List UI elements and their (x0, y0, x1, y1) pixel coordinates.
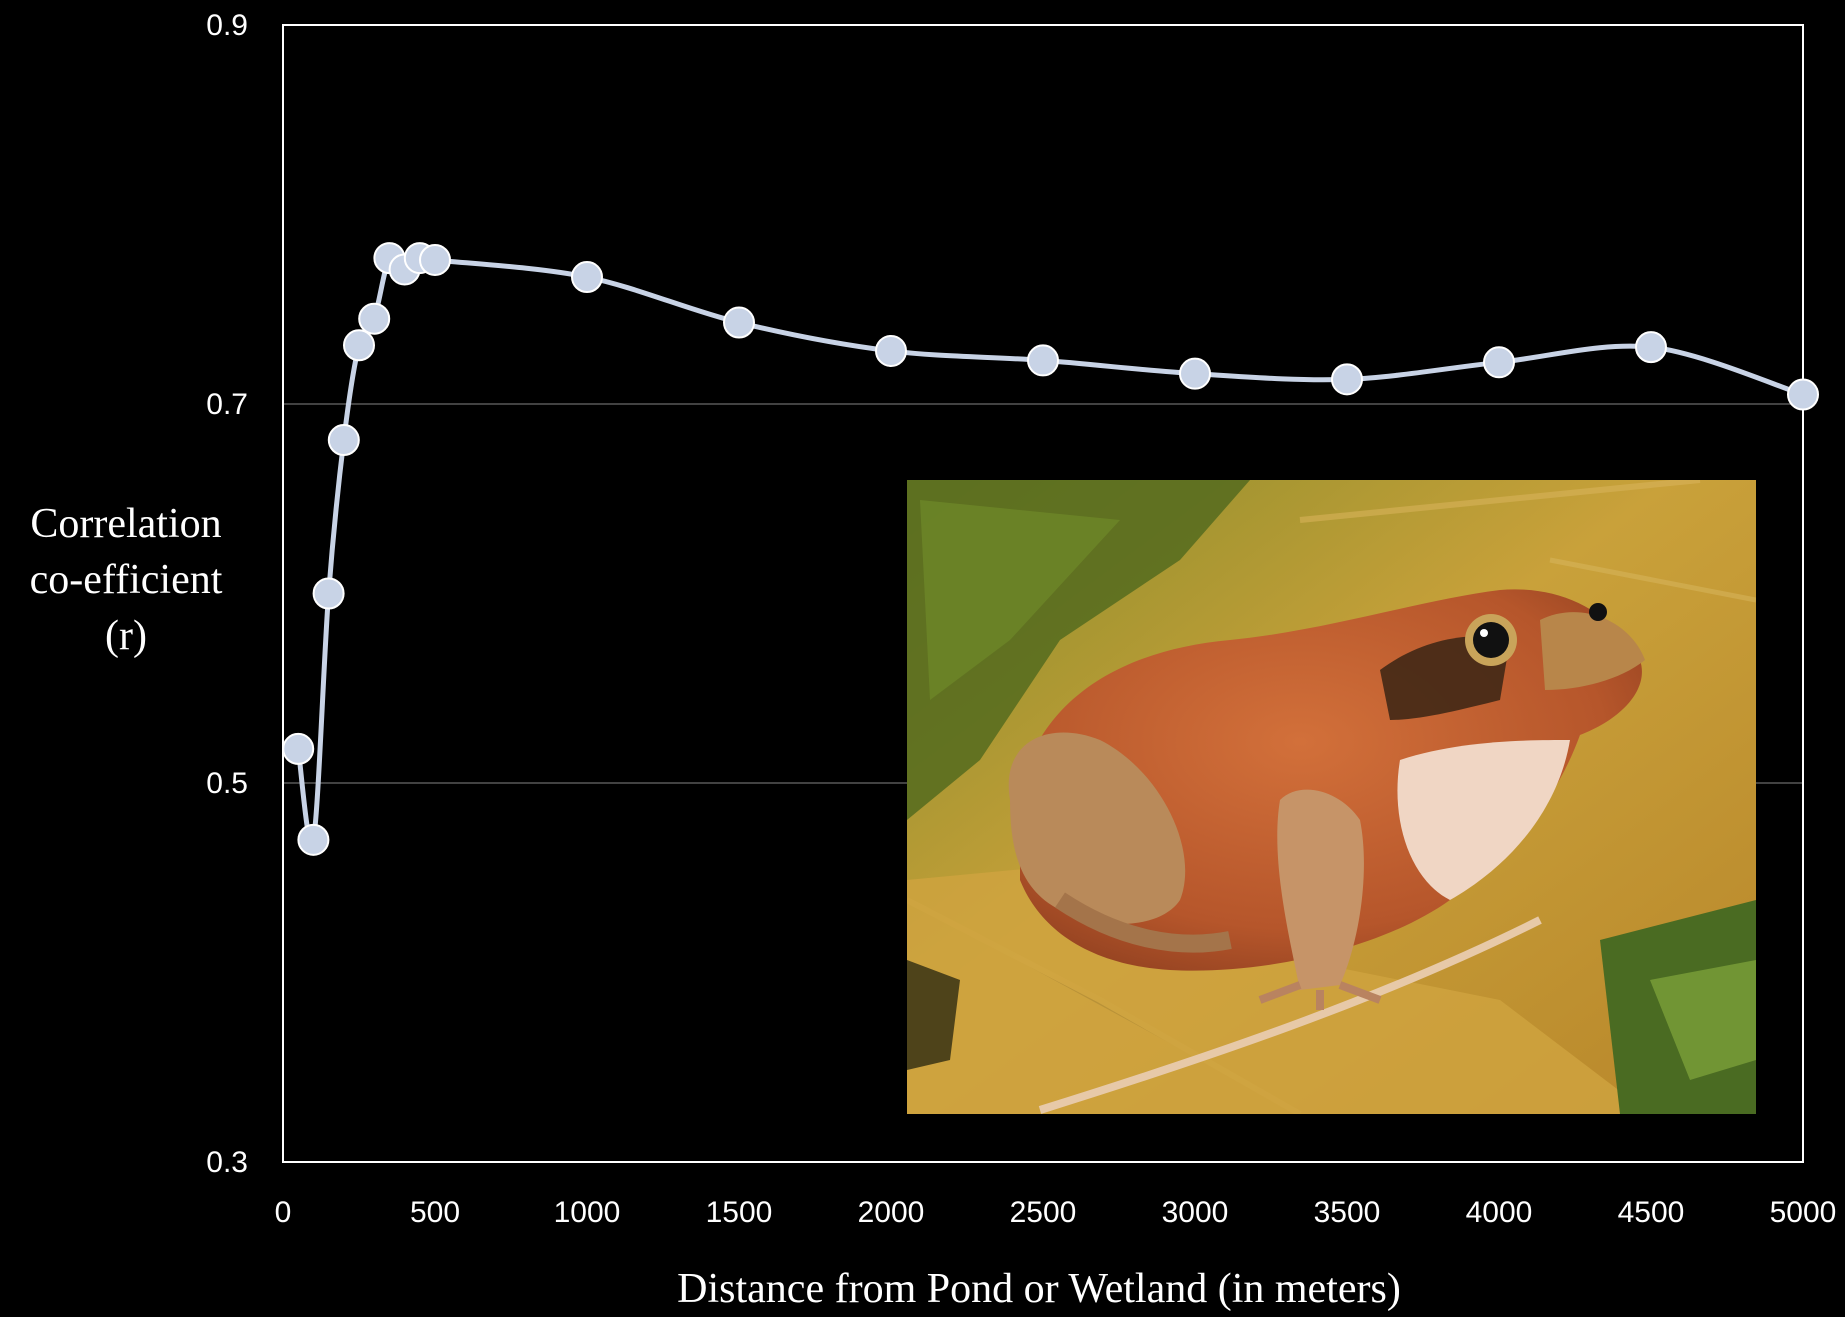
data-point-15 (1331, 363, 1363, 396)
y-axis-title-line-1: co-efficient (30, 557, 223, 603)
y-tick-labels: 0.3 0.5 0.7 0.9 (206, 9, 248, 1179)
x-tick-label-0: 0 (275, 1196, 292, 1229)
y-axis-title-line-0: Correlation (30, 501, 221, 547)
y-tick-label-0: 0.3 (206, 1146, 248, 1179)
x-tick-labels: 0 500 1000 1500 2000 2500 3000 3500 4000 4500 5000 (275, 1196, 1837, 1229)
data-point-5 (358, 302, 391, 335)
x-tick-label-10: 5000 (1770, 1196, 1837, 1229)
x-tick-label-4: 2000 (858, 1196, 925, 1229)
data-point-16 (1483, 346, 1515, 379)
data-point-14 (1179, 357, 1211, 390)
y-tick-label-1: 0.5 (206, 767, 248, 800)
data-point-9 (419, 243, 451, 276)
data-point-11 (723, 306, 755, 339)
x-tick-label-7: 3500 (1314, 1196, 1381, 1229)
data-point-13 (1027, 344, 1059, 377)
data-point-17 (1635, 331, 1667, 364)
data-point-10 (571, 261, 603, 294)
wood-frog-photo (907, 480, 1756, 1114)
x-tick-label-5: 2500 (1010, 1196, 1077, 1229)
data-point-4 (343, 329, 375, 362)
data-point-1 (297, 823, 330, 856)
x-tick-label-2: 1000 (554, 1196, 621, 1229)
x-axis-title: Distance from Pond or Wetland (in meters… (677, 1266, 1401, 1312)
data-point-12 (875, 334, 907, 367)
x-tick-label-1: 500 (410, 1196, 460, 1229)
axes (282, 24, 1804, 1163)
data-point-0 (282, 732, 315, 765)
plot-frame (282, 24, 1804, 1163)
x-tick-label-3: 1500 (706, 1196, 773, 1229)
x-tick-label-6: 3000 (1162, 1196, 1229, 1229)
data-point-2 (312, 577, 345, 610)
x-tick-label-9: 4500 (1618, 1196, 1685, 1229)
y-tick-label-2: 0.7 (206, 388, 248, 421)
data-point-3 (327, 424, 360, 457)
y-axis-title-line-2: (r) (105, 613, 147, 659)
x-tick-label-8: 4000 (1466, 1196, 1533, 1229)
data-point-18 (1787, 378, 1819, 411)
y-tick-label-3: 0.9 (206, 9, 248, 42)
data-markers (282, 242, 1819, 856)
y-axis-title: Correlation co-efficient (r) (30, 501, 223, 659)
